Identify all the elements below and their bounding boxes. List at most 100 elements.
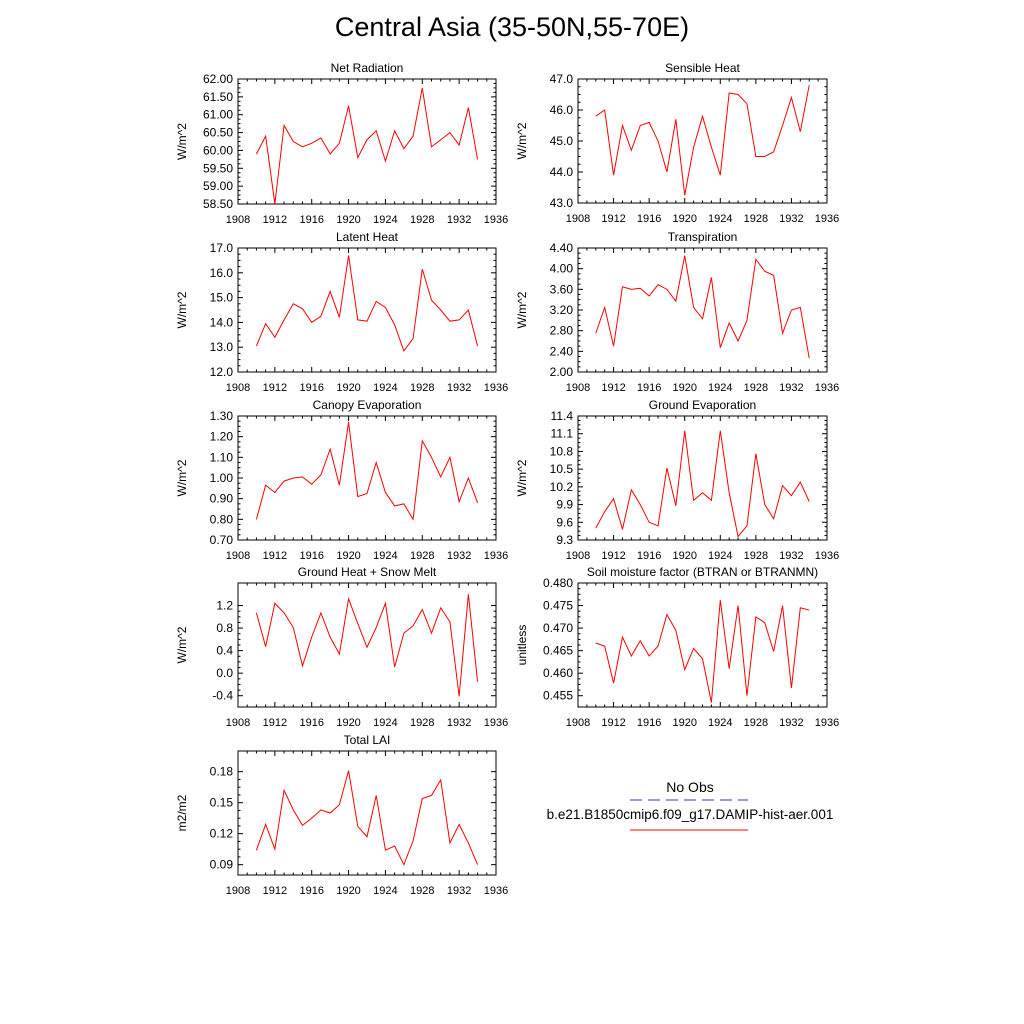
x-tick-label: 1920 [672,213,696,225]
y-tick-label: 0.470 [543,621,573,635]
y-axis-label: W/m^2 [515,122,529,159]
y-tick-label: 60.50 [203,126,233,140]
x-tick-label: 1928 [744,213,768,225]
x-tick-label: 1924 [708,717,732,729]
plot-frame [577,78,828,204]
x-tick-label: 1924 [373,885,397,897]
x-tick-label: 1916 [299,214,323,226]
chart-panel-5: Canopy Evaporation W/m^2 1908 1912 1916 1920 1… [175,398,508,562]
x-tick-label: 1932 [779,213,803,225]
x-tick-label: 1912 [263,382,287,394]
series-line-1 [255,770,479,866]
y-tick-label: 0.475 [543,599,573,613]
y-tick-label: 0.460 [543,666,573,680]
x-tick-label: 1908 [566,213,590,225]
y-tick-label: 1.20 [210,430,234,444]
y-tick-label: 43.0 [550,196,574,210]
x-tick-label: 1928 [410,717,434,729]
y-axis-label: W/m^2 [175,291,189,328]
y-axis-label: W/m^2 [515,291,529,328]
plot-frame [577,582,828,708]
y-tick-label: 44.0 [550,165,574,179]
y-tick-label: 14.0 [210,315,234,329]
y-tick-label: 0.480 [543,576,573,590]
x-tick-label: 1916 [299,550,323,562]
x-tick-label: 1924 [708,550,732,562]
series-line-1 [255,87,479,205]
y-tick-label: 1.10 [210,450,234,464]
y-tick-label: 61.00 [203,108,233,122]
chart-panel-3: Latent Heat W/m^2 1908 1912 1916 1920 1924 1928… [175,230,508,394]
x-tick-label: 1936 [484,717,508,729]
plot-frame [577,247,828,373]
chart-panel-8: Soil moisture factor (BTRAN or BTRANMN) u… [515,565,839,729]
y-tick-label: 10.2 [550,480,574,494]
plot-frame [237,247,497,373]
x-tick-label: 1908 [566,717,590,729]
x-tick-label: 1936 [484,885,508,897]
y-tick-label: 0.18 [210,765,234,779]
series-line-1 [255,255,479,352]
x-tick-label: 1908 [566,550,590,562]
plot-frame [237,582,497,708]
x-tick-label: 1908 [226,382,250,394]
x-tick-label: 1928 [410,214,434,226]
plot-frame [237,750,497,876]
x-tick-label: 1928 [744,550,768,562]
y-tick-label: 59.50 [203,161,233,175]
x-tick-label: 1920 [336,885,360,897]
y-tick-label: 9.6 [556,515,573,529]
x-tick-label: 1908 [226,550,250,562]
x-tick-label: 1932 [447,885,471,897]
chart-title: Canopy Evaporation [313,398,422,412]
x-tick-label: 1920 [672,382,696,394]
y-tick-label: 2.80 [550,324,574,338]
series-line-1 [255,422,479,521]
y-tick-label: 0.12 [210,827,234,841]
x-tick-label: 1912 [601,717,625,729]
y-tick-label: 0.465 [543,644,573,658]
y-tick-label: 47.0 [550,72,574,86]
x-tick-label: 1936 [815,213,839,225]
y-tick-label: 0.70 [210,533,234,547]
x-tick-label: 1924 [373,550,397,562]
x-tick-label: 1936 [815,550,839,562]
x-tick-label: 1924 [373,214,397,226]
plot-frame [237,415,497,541]
y-tick-label: 0.4 [216,644,233,658]
series-line-1 [595,255,810,359]
series-line-1 [255,594,479,697]
chart-panel-6: Ground Evaporation W/m^2 1908 1912 1916 1920 1… [515,398,839,562]
chart-panel-2: Sensible Heat W/m^2 1908 1912 1916 1920 1924 19… [515,61,839,225]
x-tick-label: 1908 [566,382,590,394]
x-tick-label: 1912 [601,550,625,562]
y-tick-label: 0.15 [210,796,234,810]
x-tick-label: 1928 [744,717,768,729]
x-tick-label: 1932 [779,550,803,562]
y-tick-label: 4.00 [550,262,574,276]
x-tick-label: 1924 [373,717,397,729]
y-axis-label: W/m^2 [515,459,529,496]
y-tick-label: 0.8 [216,621,233,635]
y-tick-label: 62.00 [203,72,233,86]
chart-title: Total LAI [344,733,391,747]
y-tick-label: 1.30 [210,409,234,423]
x-tick-label: 1908 [226,885,250,897]
x-tick-label: 1916 [299,885,323,897]
x-tick-label: 1912 [263,885,287,897]
x-tick-label: 1916 [637,717,661,729]
x-tick-label: 1908 [226,717,250,729]
y-tick-label: 12.0 [210,365,234,379]
y-tick-label: 2.00 [550,365,574,379]
y-tick-label: 61.50 [203,90,233,104]
y-tick-label: 3.20 [550,303,574,317]
y-tick-label: 0.09 [210,858,234,872]
x-tick-label: 1920 [336,550,360,562]
y-tick-label: 58.50 [203,197,233,211]
x-tick-label: 1932 [779,717,803,729]
chart-title: Net Radiation [331,61,404,75]
y-tick-label: 15.0 [210,291,234,305]
x-tick-label: 1912 [263,717,287,729]
y-axis-label: W/m^2 [175,459,189,496]
